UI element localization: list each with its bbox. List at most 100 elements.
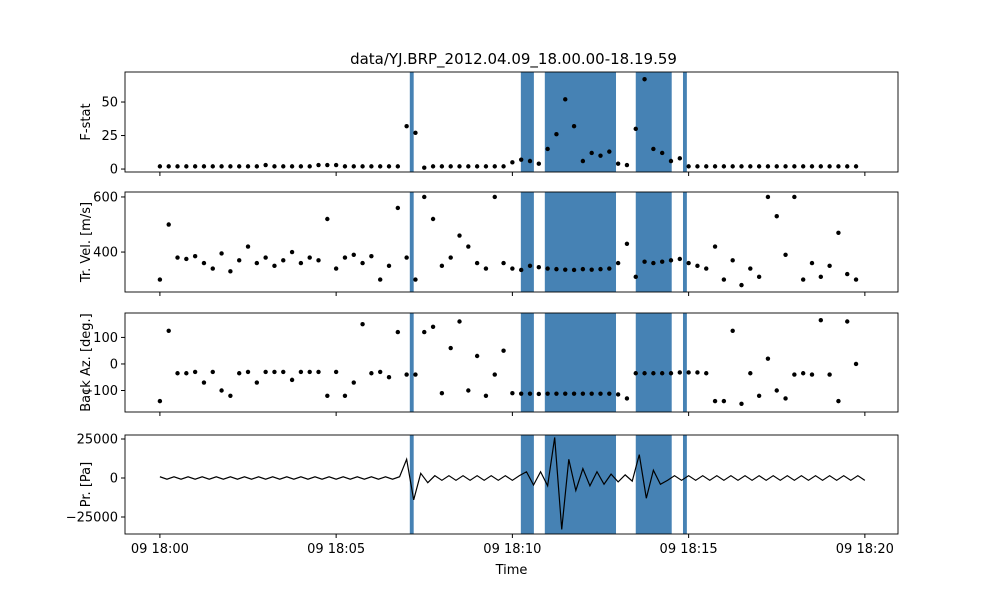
point — [413, 372, 418, 377]
y-axis-label: Tr. Vel. [m/s] — [79, 202, 94, 283]
point — [184, 164, 189, 169]
point — [853, 277, 859, 282]
point — [624, 162, 630, 168]
point — [527, 263, 533, 269]
point — [739, 282, 744, 288]
point — [668, 371, 674, 376]
point — [845, 164, 850, 169]
y-axis-label: F-stat — [79, 103, 94, 140]
point — [325, 162, 330, 168]
point — [483, 266, 489, 271]
point — [175, 371, 180, 376]
point — [748, 266, 753, 271]
point — [607, 391, 612, 396]
point — [457, 164, 462, 169]
point — [598, 266, 603, 272]
point — [219, 388, 224, 393]
point — [668, 158, 674, 164]
point — [571, 123, 577, 129]
point — [659, 371, 665, 376]
detection-span — [635, 313, 672, 412]
point — [228, 269, 233, 274]
point — [448, 255, 453, 260]
point — [633, 126, 638, 132]
y-tick-label: 25000 — [77, 432, 118, 447]
point — [554, 391, 559, 396]
point — [774, 214, 779, 219]
point — [792, 194, 797, 200]
point — [545, 391, 550, 396]
detection-span — [520, 435, 534, 534]
point — [536, 265, 542, 270]
point — [774, 388, 779, 393]
detection-span — [682, 313, 687, 412]
point — [642, 371, 647, 376]
point — [157, 398, 163, 404]
y-tick-label: 400 — [93, 246, 118, 261]
y-axis-label: Back Az. [deg.] — [79, 313, 94, 411]
point — [333, 266, 339, 271]
point — [457, 319, 462, 324]
point — [157, 277, 163, 282]
point — [281, 369, 286, 375]
plot-area — [157, 313, 859, 412]
y-tick-label: 50 — [101, 96, 118, 111]
point — [853, 164, 859, 169]
point — [704, 266, 709, 271]
point — [563, 391, 568, 396]
point — [228, 393, 233, 399]
point — [836, 230, 841, 235]
point — [853, 361, 859, 367]
point — [607, 266, 612, 271]
point — [712, 164, 718, 169]
point — [474, 164, 480, 169]
y-tick-label: −25000 — [66, 510, 118, 525]
point — [166, 164, 171, 169]
point — [439, 263, 445, 269]
point — [386, 263, 392, 269]
point — [695, 263, 700, 269]
point — [192, 164, 198, 169]
point — [501, 348, 506, 353]
point — [792, 164, 797, 169]
detection-span — [520, 313, 534, 412]
point — [642, 77, 647, 82]
y-tick-label: 0 — [110, 163, 118, 178]
y-tick-label: 0 — [110, 357, 118, 372]
point — [765, 356, 771, 361]
plot-area — [157, 72, 859, 172]
point — [219, 164, 224, 169]
point — [721, 398, 727, 404]
point — [677, 156, 683, 161]
point — [589, 391, 594, 396]
point — [510, 390, 515, 396]
point — [281, 164, 286, 169]
point — [307, 369, 312, 375]
point — [827, 372, 832, 377]
point — [192, 369, 198, 375]
point — [483, 393, 489, 399]
point — [510, 266, 515, 271]
point — [510, 160, 515, 165]
point — [800, 371, 806, 376]
point — [598, 391, 603, 396]
point — [254, 380, 260, 385]
point — [298, 260, 304, 266]
point — [765, 164, 771, 169]
point — [563, 267, 568, 272]
point — [263, 255, 268, 260]
point — [651, 260, 656, 266]
detection-span — [635, 435, 672, 534]
point — [430, 324, 436, 330]
axes-frame — [124, 191, 899, 293]
point — [289, 249, 295, 255]
detection-span — [409, 313, 414, 412]
point — [615, 161, 621, 166]
point — [422, 329, 427, 335]
point — [783, 164, 788, 169]
point — [589, 267, 594, 272]
point — [792, 372, 797, 377]
point — [404, 123, 409, 129]
detection-span — [409, 72, 414, 172]
point — [263, 369, 268, 375]
